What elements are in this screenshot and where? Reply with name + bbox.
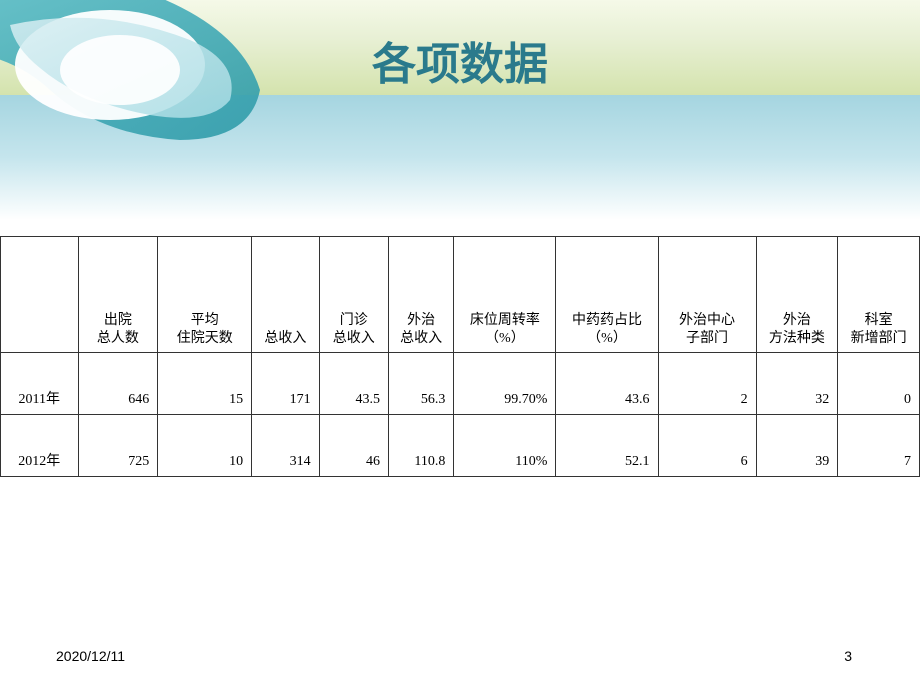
header-avg-days: 平均住院天数 xyxy=(158,237,252,353)
cell-ext-methods: 39 xyxy=(756,415,838,477)
footer-date: 2020/12/11 xyxy=(56,648,125,664)
header-new-dept: 科室新增部门 xyxy=(838,237,920,353)
cell-tcm-ratio: 43.6 xyxy=(556,353,658,415)
cell-new-dept: 7 xyxy=(838,415,920,477)
header-tcm-ratio: 中药药占比（%） xyxy=(556,237,658,353)
cell-outpatient-income: 46 xyxy=(319,415,388,477)
footer-page-number: 3 xyxy=(844,648,852,664)
header-discharge: 出院总人数 xyxy=(78,237,158,353)
data-table: 出院总人数 平均住院天数 总收入 门诊总收入 外治总收入 床位周转率（%） 中药… xyxy=(0,236,920,477)
header-year xyxy=(1,237,79,353)
cell-new-dept: 0 xyxy=(838,353,920,415)
cell-year: 2011年 xyxy=(1,353,79,415)
table-header-row: 出院总人数 平均住院天数 总收入 门诊总收入 外治总收入 床位周转率（%） 中药… xyxy=(1,237,920,353)
header-ext-methods: 外治方法种类 xyxy=(756,237,838,353)
cell-tcm-ratio: 52.1 xyxy=(556,415,658,477)
cell-bed-turnover: 110% xyxy=(454,415,556,477)
cell-ext-income: 56.3 xyxy=(388,353,453,415)
header-bed-turnover: 床位周转率（%） xyxy=(454,237,556,353)
cell-avg-days: 15 xyxy=(158,353,252,415)
cell-avg-days: 10 xyxy=(158,415,252,477)
cell-total-income: 314 xyxy=(252,415,319,477)
table-row: 2011年 646 15 171 43.5 56.3 99.70% 43.6 2… xyxy=(1,353,920,415)
table-row: 2012年 725 10 314 46 110.8 110% 52.1 6 39… xyxy=(1,415,920,477)
cell-ext-subdept: 2 xyxy=(658,353,756,415)
cell-ext-income: 110.8 xyxy=(388,415,453,477)
header-total-income: 总收入 xyxy=(252,237,319,353)
cell-year: 2012年 xyxy=(1,415,79,477)
cell-ext-methods: 32 xyxy=(756,353,838,415)
header-ext-subdept: 外治中心子部门 xyxy=(658,237,756,353)
cell-total-income: 171 xyxy=(252,353,319,415)
header-outpatient-income: 门诊总收入 xyxy=(319,237,388,353)
cell-discharge: 725 xyxy=(78,415,158,477)
page-title: 各项数据 xyxy=(0,28,920,92)
cell-outpatient-income: 43.5 xyxy=(319,353,388,415)
header-ext-income: 外治总收入 xyxy=(388,237,453,353)
cell-bed-turnover: 99.70% xyxy=(454,353,556,415)
cell-discharge: 646 xyxy=(78,353,158,415)
cell-ext-subdept: 6 xyxy=(658,415,756,477)
